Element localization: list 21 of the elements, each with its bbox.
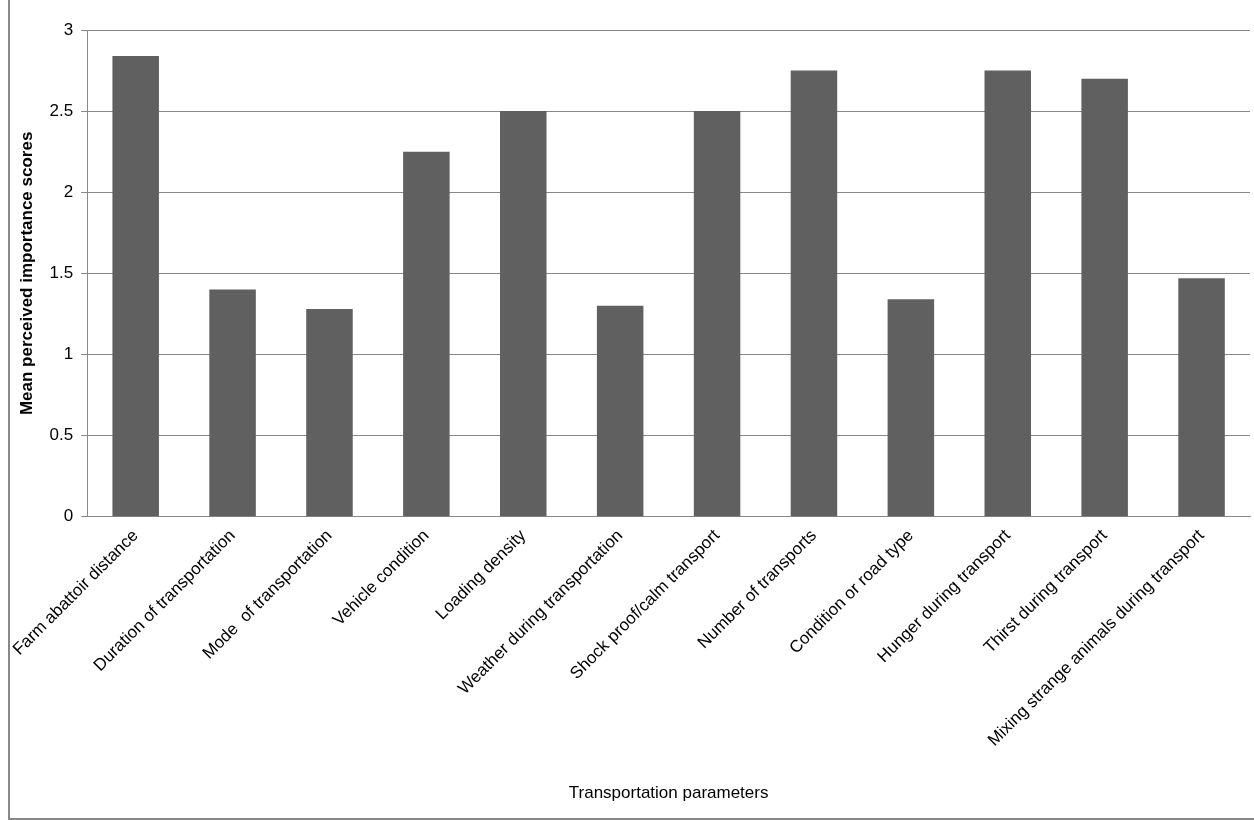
y-tick-label: 3 — [63, 19, 74, 39]
bar — [693, 111, 741, 517]
bar — [596, 305, 644, 517]
bar — [887, 299, 935, 517]
bar — [112, 55, 159, 517]
y-tick-label: 1 — [63, 344, 74, 364]
bar — [500, 111, 547, 517]
bar — [1081, 78, 1128, 517]
y-axis-title: Mean perceived importance scores — [17, 131, 37, 416]
y-tick-label: 0 — [63, 506, 74, 526]
bar — [790, 70, 838, 517]
y-tick-label: 0.5 — [49, 425, 74, 445]
bar — [984, 70, 1032, 517]
bar — [403, 151, 450, 517]
bar — [1178, 278, 1225, 517]
y-tick-label: 2 — [63, 181, 74, 201]
x-axis-title: Transportation parameters — [568, 783, 769, 803]
y-tick-label: 1.5 — [49, 263, 74, 283]
y-tick-label: 2.5 — [49, 100, 74, 120]
bar — [306, 309, 353, 517]
bar — [209, 289, 256, 517]
